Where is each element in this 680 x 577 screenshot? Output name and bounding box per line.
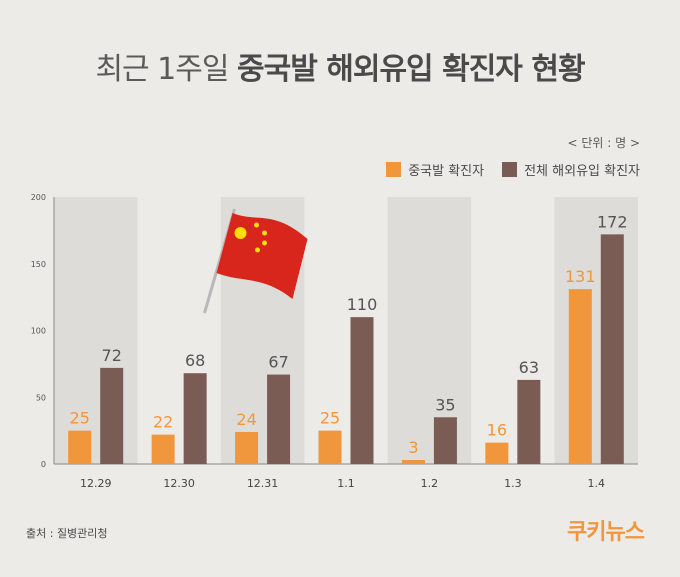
- legend-swatch-overseas: [502, 162, 518, 177]
- source-note: 출처 : 질병관리청: [26, 527, 108, 540]
- background-band: [387, 197, 472, 464]
- bar-overseas: [100, 367, 124, 464]
- bar-china: [401, 459, 425, 464]
- x-tick-label: 1.4: [588, 477, 606, 490]
- value-label-overseas: 63: [519, 358, 539, 377]
- value-label-overseas: 35: [435, 395, 455, 414]
- y-tick-label: 100: [31, 327, 46, 336]
- value-label-overseas: 68: [185, 351, 205, 370]
- bar-overseas: [350, 317, 374, 464]
- y-tick-label: 200: [31, 193, 46, 202]
- x-tick-label: 1.2: [421, 477, 439, 490]
- legend: 중국발 확진자 전체 해외유입 확진자: [386, 160, 640, 179]
- bar-china: [318, 430, 342, 464]
- x-tick-label: 12.30: [163, 477, 195, 490]
- value-label-overseas: 72: [102, 346, 122, 365]
- value-label-china: 16: [487, 421, 507, 440]
- y-tick-label: 150: [31, 260, 46, 269]
- value-label-overseas: 67: [268, 353, 288, 372]
- value-label-overseas: 110: [347, 295, 378, 314]
- bar-china: [235, 431, 259, 464]
- legend-item-overseas: 전체 해외유입 확진자: [502, 160, 640, 179]
- bar-overseas: [433, 417, 457, 464]
- bar-overseas: [267, 374, 291, 464]
- bar-china: [485, 442, 509, 464]
- value-label-china: 25: [320, 409, 340, 428]
- legend-label-china: 중국발 확진자: [408, 164, 485, 179]
- legend-item-china: 중국발 확진자: [386, 160, 484, 179]
- legend-swatch-china: [386, 162, 402, 177]
- x-tick-label: 12.29: [80, 477, 112, 490]
- chart-title-bold: 중국발 해외유입 확진자 현황: [237, 52, 586, 87]
- value-label-overseas: 172: [597, 212, 628, 231]
- x-tick-label: 1.1: [337, 477, 355, 490]
- x-tick-label: 1.3: [504, 477, 522, 490]
- value-label-china: 131: [565, 267, 596, 286]
- value-label-china: 25: [70, 409, 90, 428]
- bar-overseas: [183, 373, 207, 464]
- y-tick-label: 0: [41, 460, 46, 469]
- bar-china: [68, 430, 92, 464]
- chart-title: 최근 1주일 중국발 해외유입 확진자 현황: [0, 44, 680, 88]
- background-band: [54, 197, 138, 464]
- unit-label: < 단위 : 명 >: [567, 136, 640, 150]
- bar-overseas: [517, 379, 541, 464]
- bar-china: [568, 289, 592, 464]
- background-band: [554, 197, 638, 464]
- bar-china: [151, 434, 175, 464]
- china-flag-icon: [203, 208, 308, 314]
- value-label-china: 22: [153, 413, 173, 432]
- chart-title-light: 최근 1주일: [95, 52, 229, 87]
- legend-label-overseas: 전체 해외유입 확진자: [524, 164, 640, 179]
- bar-overseas: [600, 234, 624, 464]
- value-label-china: 24: [236, 410, 256, 429]
- value-label-china: 3: [408, 438, 418, 457]
- x-tick-label: 12.31: [247, 477, 279, 490]
- y-tick-label: 50: [36, 393, 46, 402]
- logo: 쿠키뉴스: [567, 520, 645, 545]
